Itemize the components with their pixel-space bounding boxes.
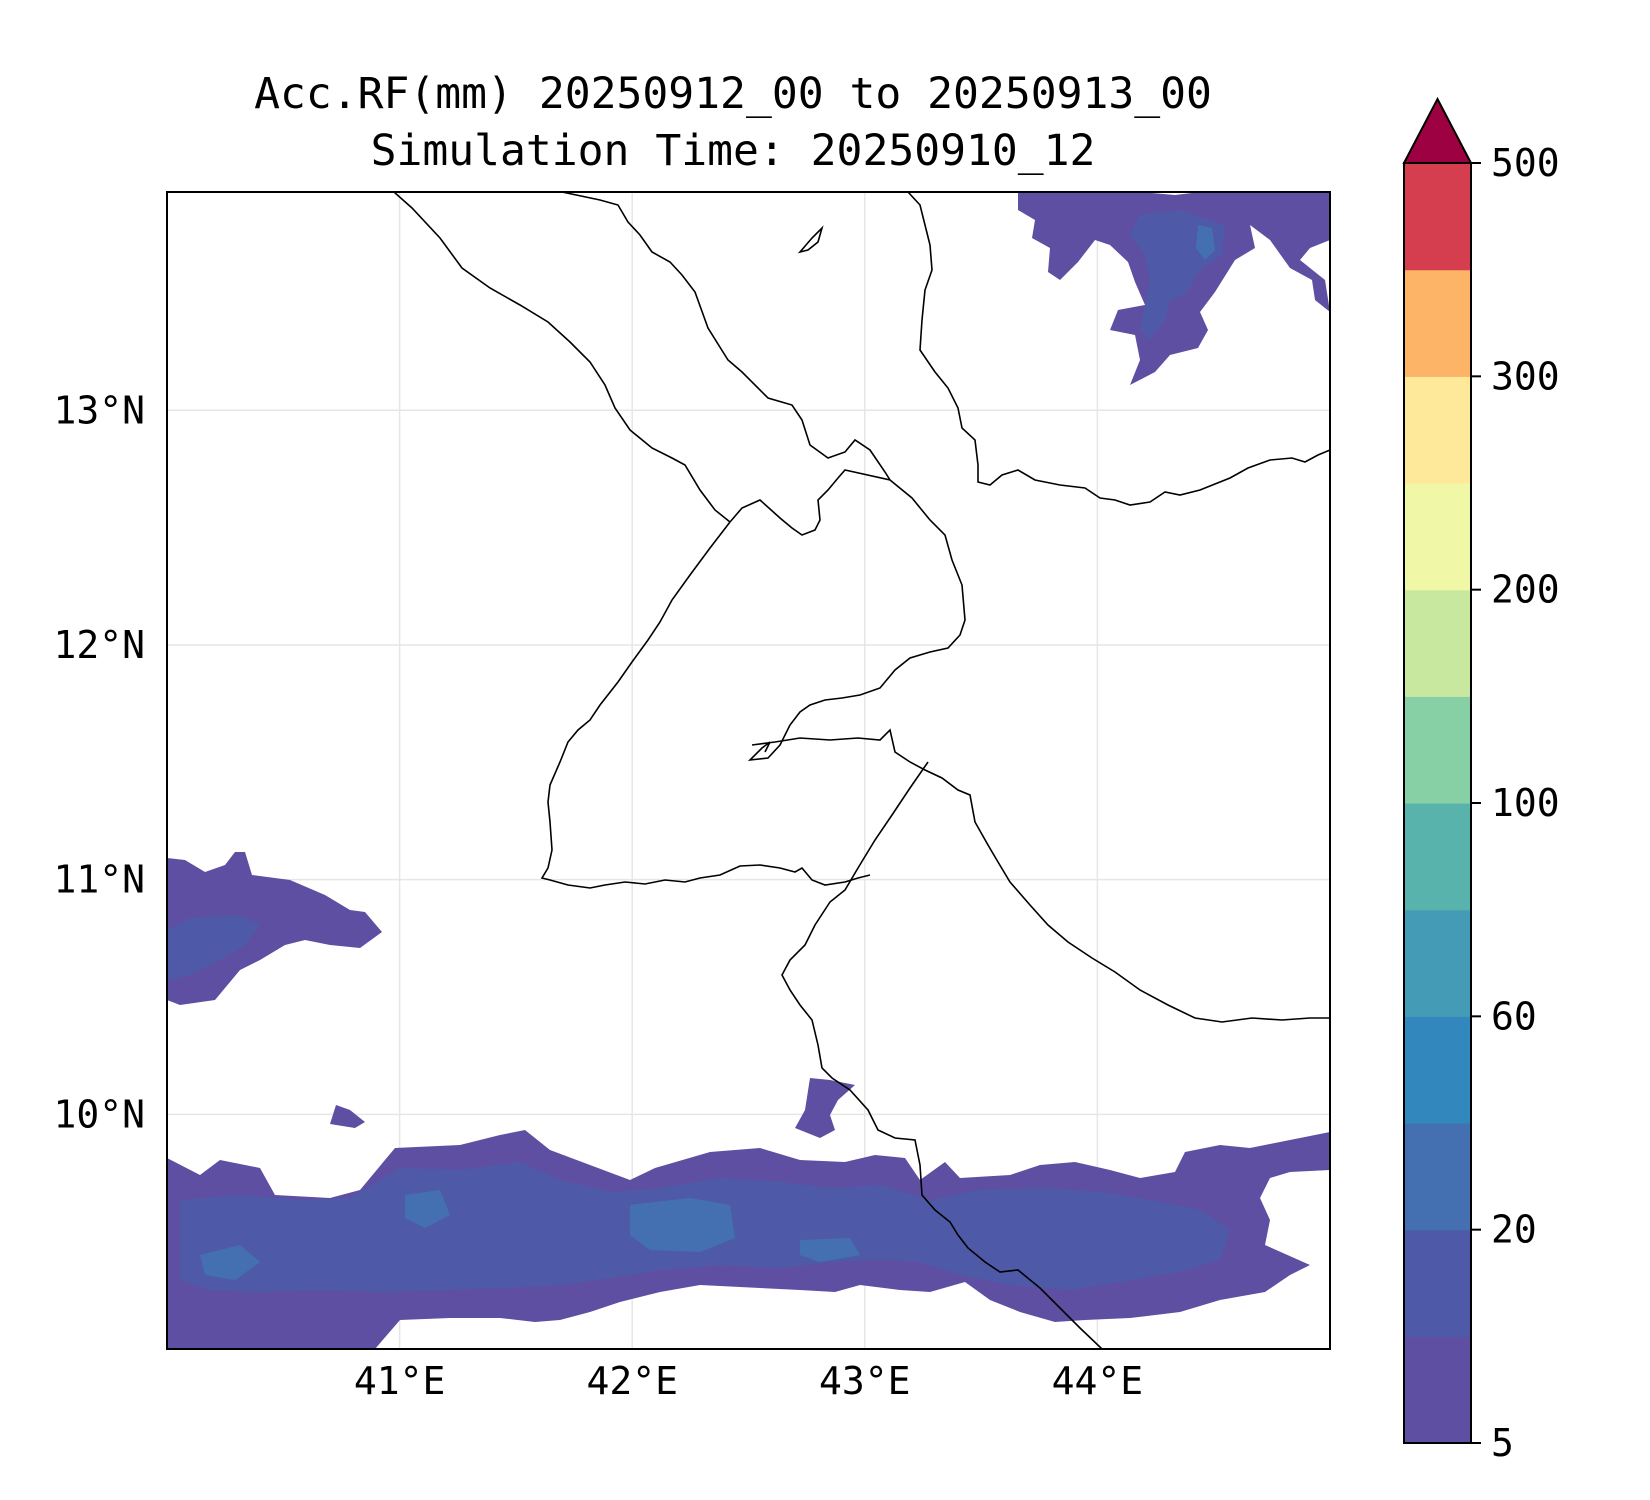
map-gridlines xyxy=(167,192,1330,1349)
island xyxy=(797,225,824,254)
coastline xyxy=(561,192,891,481)
rainfall-patch-small xyxy=(330,1105,365,1128)
colorbar: 5 20 60 100 200 300 500 xyxy=(1402,96,1560,1465)
colorbar-bin xyxy=(1404,1016,1471,1124)
y-axis-ticks: 10°N 11°N 12°N 13°N xyxy=(53,388,145,1136)
rainfall-patch-intense xyxy=(200,1245,260,1280)
chart-title-line2: Simulation Time: 20250910_12 xyxy=(371,126,1096,176)
chart-title-line1: Acc.RF(mm) 20250912_00 to 20250913_00 xyxy=(254,69,1212,119)
y-tick-label: 11°N xyxy=(53,858,145,902)
coastline xyxy=(747,479,966,762)
colorbar-tick-label: 500 xyxy=(1491,141,1560,185)
border xyxy=(781,761,1103,1349)
x-tick-label: 44°E xyxy=(1052,1359,1144,1403)
x-tick-label: 43°E xyxy=(819,1359,911,1403)
colorbar-tick-label: 100 xyxy=(1491,781,1560,825)
colorbar-bin xyxy=(1404,1229,1471,1337)
x-tick-label: 41°E xyxy=(354,1359,446,1403)
colorbar-bin xyxy=(1404,483,1471,591)
colorbar-bin xyxy=(1404,909,1471,1017)
rainfall-patch-intense xyxy=(1196,225,1215,260)
border xyxy=(729,469,891,536)
rainfall-patch-intense xyxy=(630,1198,735,1252)
rainfall-patch-small xyxy=(795,1078,855,1138)
colorbar-bin xyxy=(1404,269,1471,377)
coastlines-borders xyxy=(393,192,1330,1349)
colorbar-bin xyxy=(1404,1123,1471,1231)
map-frame xyxy=(166,191,1331,1350)
coastline xyxy=(393,192,731,523)
colorbar-tick-label: 300 xyxy=(1491,354,1560,398)
colorbar-tick-label: 20 xyxy=(1491,1208,1537,1252)
colorbar-bin xyxy=(1404,163,1471,271)
x-axis-ticks: 41°E 42°E 43°E 44°E xyxy=(354,1359,1143,1403)
colorbar-extend-arrow xyxy=(1402,96,1473,164)
rainfall-blob-west-mid xyxy=(167,915,260,980)
rainfall-patch-intense xyxy=(405,1190,450,1228)
colorbar-bin xyxy=(1404,376,1471,484)
colorbar-bin xyxy=(1404,696,1471,804)
rainfall-patch-intense xyxy=(800,1238,860,1262)
y-tick-label: 10°N xyxy=(53,1092,145,1136)
colorbar-tick-label: 5 xyxy=(1491,1421,1514,1465)
rainfall-blob-west xyxy=(167,852,382,1005)
y-tick-label: 12°N xyxy=(53,623,145,667)
colorbar-bin xyxy=(1404,1336,1471,1444)
colorbar-bin xyxy=(1404,589,1471,697)
y-tick-label: 13°N xyxy=(53,388,145,432)
rainfall-contours xyxy=(167,192,1330,1349)
border xyxy=(540,521,871,889)
coastline xyxy=(751,728,1330,1023)
colorbar-bin xyxy=(1404,803,1471,911)
x-tick-label: 42°E xyxy=(586,1359,678,1403)
coastline xyxy=(907,192,1330,506)
colorbar-tick-label: 200 xyxy=(1491,568,1560,612)
colorbar-tick-label: 60 xyxy=(1491,994,1537,1038)
